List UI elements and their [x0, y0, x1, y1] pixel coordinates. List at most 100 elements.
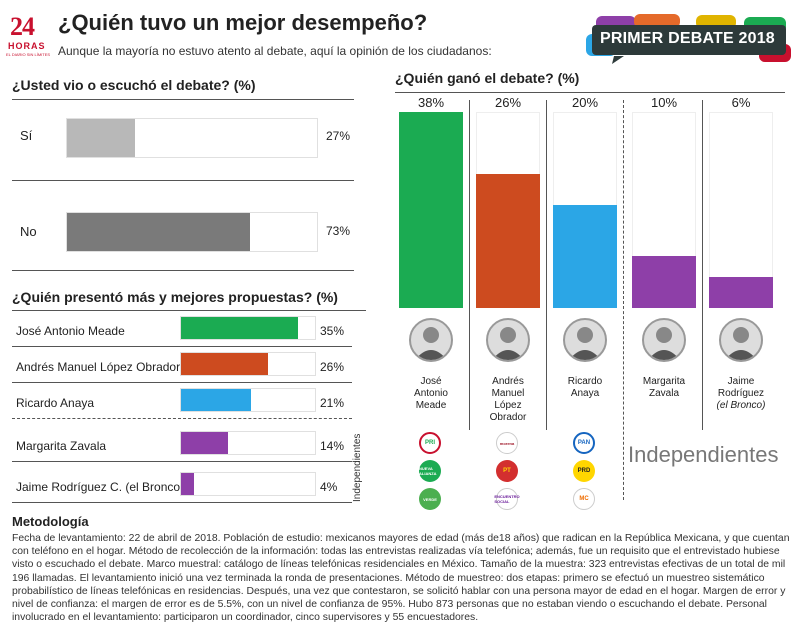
party-logo: morena [496, 432, 518, 454]
candidate-name-line: Zavala [648, 388, 679, 399]
chart-watched-title: ¿Usted vio o escuchó el debate? (%) [12, 77, 256, 93]
candidate-photo [409, 318, 453, 362]
proposals-pct: 4% [320, 480, 338, 494]
candidate-name-line: Ricardo [567, 376, 603, 387]
candidate-name: Ricardo Anaya [547, 376, 623, 400]
column-divider [702, 100, 703, 430]
candidate-name: Jaime Rodríguez (el Bronco) [703, 376, 779, 412]
proposals-track [180, 388, 316, 412]
logo-number: 24 [10, 12, 35, 41]
party-logo: MC [573, 488, 595, 510]
divider [12, 418, 352, 420]
watched-bar-no [67, 213, 250, 251]
candidate-photo [563, 318, 607, 362]
divider [12, 346, 352, 347]
winner-track [709, 112, 773, 308]
divider [12, 180, 354, 181]
candidate-name-line: Meade [415, 400, 447, 411]
candidate-name-line: López [494, 400, 522, 411]
proposals-bar [181, 353, 269, 375]
brand-logo [4, 6, 54, 60]
proposals-bar [181, 389, 252, 411]
debate-badge [592, 25, 786, 55]
winner-pct: 38% [417, 95, 445, 110]
candidate-photo [642, 318, 686, 362]
proposals-pct: 21% [320, 396, 345, 410]
winner-bar [399, 112, 463, 308]
proposals-bar [181, 317, 299, 339]
proposals-track [180, 472, 316, 496]
proposals-pct: 35% [320, 324, 345, 338]
logo-tagline: EL DIARIO SIN LÍMITES [6, 52, 51, 57]
person-icon [492, 327, 524, 360]
candidate-name-line: Margarita [642, 376, 686, 387]
winner-pct: 6% [731, 95, 751, 110]
winner-track [553, 112, 617, 308]
page-title: ¿Quién tuvo un mejor desempeño? [58, 10, 428, 35]
candidate-photo [719, 318, 763, 362]
candidate-name-line: Jaime [727, 376, 755, 387]
party-logo: PT [496, 460, 518, 482]
methodology-title: Metodología [12, 514, 89, 529]
candidate-name: José Antonio Meade [393, 376, 469, 412]
proposals-track [180, 431, 316, 455]
candidate-name-line: Obrador [489, 412, 527, 423]
winner-bar [709, 277, 773, 308]
proposals-pct: 14% [320, 439, 345, 453]
winner-track [632, 112, 696, 308]
divider [12, 270, 354, 271]
winner-pct: 26% [494, 95, 522, 110]
candidate-name-line: Manuel [491, 388, 525, 399]
winner-track [399, 112, 463, 308]
column-divider [469, 100, 470, 430]
party-logo: ENCUENTRO SOCIAL [494, 488, 520, 510]
page-subtitle: Aunque la mayoría no estuvo atento al de… [58, 44, 492, 58]
watched-track-yes [66, 118, 318, 158]
watched-pct-no: 73% [326, 224, 351, 238]
person-icon [569, 327, 601, 360]
chart-winner-title: ¿Quién ganó el debate? (%) [395, 70, 580, 86]
person-icon [648, 327, 680, 360]
proposals-track [180, 316, 316, 340]
divider [395, 92, 785, 93]
party-logo: NUEVA ALIANZA [419, 460, 441, 482]
candidate-name-line: Antonio [414, 388, 448, 399]
watched-track-no [66, 212, 318, 252]
chart-proposals-title: ¿Quién presentó más y mejores propuestas… [12, 289, 338, 305]
divider [12, 502, 352, 503]
divider [12, 99, 354, 100]
winner-independents-label: Independientes [628, 442, 779, 467]
candidate-name: Margarita Zavala [626, 376, 702, 400]
proposals-independents-label: Independientes [352, 433, 363, 502]
candidate-name-line: Andrés [492, 376, 524, 387]
winner-bar [476, 173, 540, 308]
winner-track [476, 112, 540, 308]
proposals-label: Ricardo Anaya [16, 396, 95, 410]
candidate-photo [486, 318, 530, 362]
winner-bar [553, 204, 617, 308]
party-logo: PAN [573, 432, 595, 454]
debate-badge-label: PRIMER DEBATE 2018 [600, 30, 775, 47]
winner-bar [632, 256, 696, 308]
watched-pct-yes: 27% [326, 129, 351, 143]
watched-label-no: No [20, 224, 37, 239]
candidate-name-line: José [420, 376, 442, 387]
proposals-label: Margarita Zavala [16, 439, 107, 453]
watched-bar-yes [67, 119, 135, 157]
divider [12, 382, 352, 383]
logo-word: HORAS [8, 41, 46, 51]
winner-pct: 20% [571, 95, 599, 110]
proposals-label: Andrés Manuel López Obrador [16, 360, 181, 374]
party-logo: VERDE [419, 488, 441, 510]
party-logo: PRD [573, 460, 595, 482]
column-divider [623, 100, 625, 500]
column-divider [546, 100, 547, 430]
proposals-pct: 26% [320, 360, 345, 374]
proposals-bar [181, 432, 228, 454]
methodology-text: Fecha de levantamiento: 22 de abril de 2… [12, 533, 790, 624]
candidate-name-line: Rodríguez [717, 388, 765, 399]
divider [12, 310, 366, 311]
proposals-track [180, 352, 316, 376]
divider [12, 461, 352, 462]
winner-pct: 10% [650, 95, 678, 110]
